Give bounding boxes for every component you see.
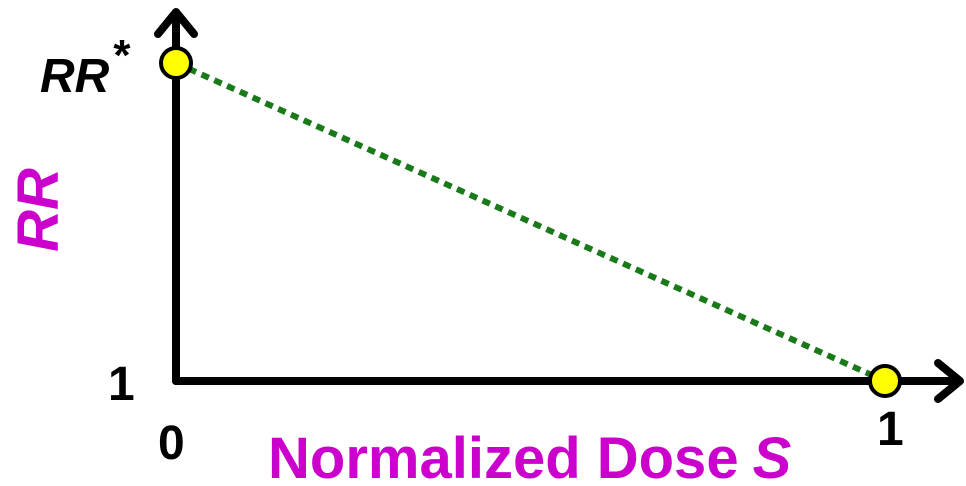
series-line: [174, 60, 887, 384]
y-axis-label: RR: [6, 168, 71, 252]
x-tick-label-0: 0: [158, 417, 185, 470]
y-tick-label-rr: RR: [40, 50, 110, 103]
data-point-dose-1: [868, 364, 902, 398]
y-axis-arrowhead: [154, 8, 198, 38]
y-tick-label-star: *: [113, 31, 131, 80]
data-point-rr-star: [159, 46, 193, 80]
y-tick-label-rr-star: RR*: [40, 31, 131, 103]
x-axis-label-text: Normalized Dose: [268, 426, 739, 486]
y-tick-label-1: 1: [108, 358, 135, 411]
axes: [154, 8, 964, 403]
x-axis-label-var: S: [753, 426, 792, 486]
x-tick-label-1: 1: [877, 403, 904, 456]
x-axis-label: Normalized Dose S: [268, 426, 792, 486]
x-axis-arrowhead: [934, 359, 964, 403]
